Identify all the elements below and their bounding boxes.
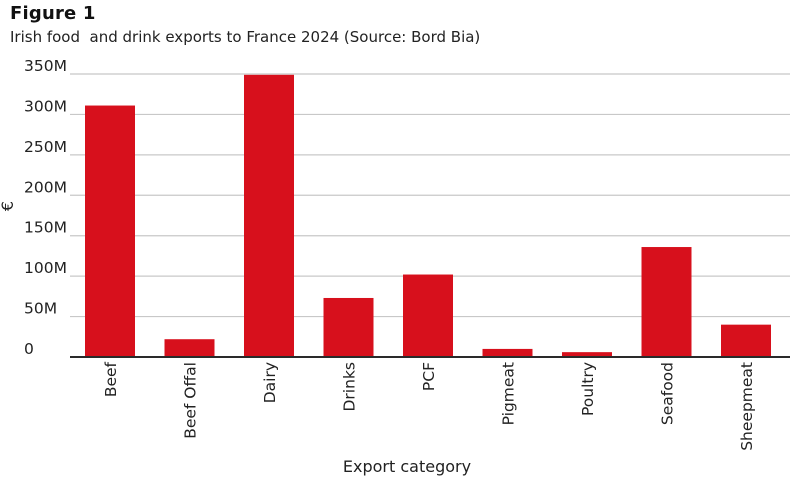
x-tick-label: Beef [102, 361, 120, 397]
chart-title: Irish food and drink exports to France 2… [10, 28, 481, 46]
x-tick-label: Drinks [341, 362, 359, 412]
bars [85, 74, 771, 358]
x-tick-label: Dairy [261, 362, 279, 403]
x-tick-label: PCF [420, 362, 438, 391]
y-tick-label: 50M [24, 300, 57, 318]
y-axis-title: € [0, 201, 17, 211]
x-tick-label: Beef Offal [182, 362, 200, 439]
y-tick-label: 150M [24, 219, 67, 237]
bar-pcf [403, 274, 453, 357]
y-tick-label: 350M [24, 57, 67, 75]
x-tick-label: Seafood [659, 362, 677, 425]
figure-label: Figure 1 [10, 3, 96, 24]
y-tick-label: 100M [24, 259, 67, 277]
x-axis-tick-labels: Beef Beef Offal Dairy Drinks PCF Pigmeat Poult… [102, 361, 756, 450]
bar-seafood [641, 247, 692, 357]
y-tick-label: 300M [24, 97, 67, 115]
x-tick-label: Poultry [579, 362, 597, 416]
bar-sheepmeat [721, 324, 771, 357]
y-tick-label: 0 [24, 340, 34, 358]
x-tick-label: Sheepmeat [738, 362, 756, 451]
y-tick-label: 200M [24, 178, 67, 196]
y-axis-tick-labels: 0 50M 100M 150M 200M 250M 300M 350M [24, 57, 67, 358]
bar-dairy [244, 74, 294, 358]
bar-drinks [323, 297, 374, 357]
x-axis-title: Export category [343, 457, 471, 476]
bar-poultry [562, 352, 612, 357]
x-tick-label: Pigmeat [500, 362, 518, 425]
bar-pigmeat [482, 348, 533, 357]
bar-beef [85, 105, 135, 357]
bar-beef-offal [164, 339, 215, 357]
y-tick-label: 250M [24, 138, 67, 156]
